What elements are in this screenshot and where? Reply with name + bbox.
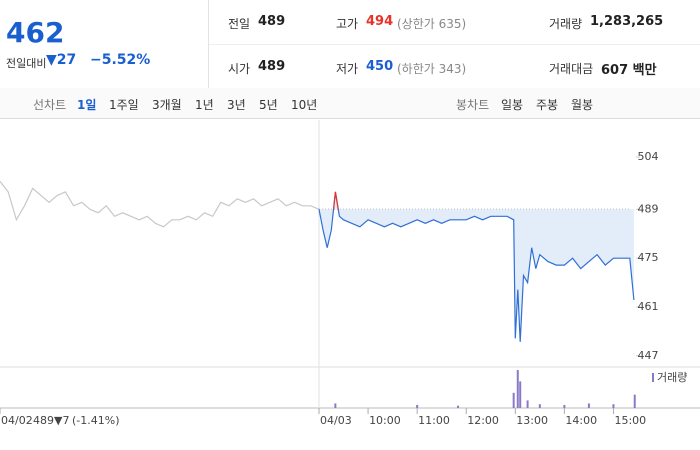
candle-tab[interactable]: 주봉 <box>536 98 559 112</box>
period-tab[interactable]: 5년 <box>259 98 278 112</box>
volume-bar <box>587 403 590 408</box>
stat-label: 전일 <box>228 17 251 31</box>
volume-bar <box>416 404 419 408</box>
stat-label: 저가 <box>336 62 359 76</box>
volume-bar <box>334 403 337 408</box>
legend-label: 거래량 <box>657 371 687 384</box>
y-tick-label: 475 <box>638 251 659 264</box>
volume-bar <box>526 400 529 408</box>
stat-value: 489 <box>258 14 286 29</box>
divider <box>208 0 209 88</box>
change-rate: −5.52% <box>90 52 151 68</box>
stat-value: 607 백만 <box>601 63 657 78</box>
volume-bar <box>538 404 541 408</box>
stat-label: 거래대금 <box>549 62 594 76</box>
x-tick-label: 12:00 <box>467 414 499 427</box>
change-label: 전일대비 <box>6 57 47 70</box>
x-tick-label: 04/03 <box>320 414 352 427</box>
volume-bar <box>563 404 566 408</box>
area-fill <box>319 191 634 342</box>
price-line <box>0 181 320 228</box>
stat-label: 시가 <box>228 62 251 76</box>
stat-note: (상한가 635) <box>397 17 467 31</box>
x-tick-label: 11:00 <box>418 414 450 427</box>
period-tab[interactable]: 3개월 <box>152 98 182 112</box>
stat-value: 1,283,265 <box>590 14 664 29</box>
volume-bar <box>457 405 460 408</box>
price: 462 <box>6 16 65 49</box>
y-tick-label: 504 <box>638 150 659 163</box>
volume-bar <box>633 394 636 408</box>
stat-label: 고가 <box>336 17 359 31</box>
stat-value: 494 <box>366 14 394 29</box>
divider <box>209 44 700 45</box>
volume-bar <box>612 404 615 408</box>
footer-rate: (-1.41%) <box>72 414 120 427</box>
volume-bar <box>519 381 522 408</box>
change: ▼27 <box>46 52 77 68</box>
period-tab[interactable]: 1일 <box>77 98 97 112</box>
x-tick-label: 04/02 <box>1 414 33 427</box>
candle-tab[interactable]: 일봉 <box>501 98 524 112</box>
x-tick-label: 14:00 <box>565 414 597 427</box>
stat-note: (하한가 343) <box>397 62 467 76</box>
x-tick-label: 15:00 <box>614 414 646 427</box>
legend-swatch <box>652 373 654 382</box>
candle-tab[interactable]: 월봉 <box>571 98 594 112</box>
tab-label: 봉차트 <box>456 98 490 112</box>
x-tick-label: 13:00 <box>516 414 548 427</box>
y-tick-label: 461 <box>638 300 659 313</box>
y-tick-label: 489 <box>638 202 659 215</box>
stat-value: 450 <box>366 59 394 74</box>
volume-bar <box>516 370 519 408</box>
period-tab[interactable]: 3년 <box>227 98 246 112</box>
y-tick-label: 447 <box>638 349 659 362</box>
period-tab[interactable]: 1년 <box>195 98 214 112</box>
volume-bar <box>512 392 515 408</box>
period-tab[interactable]: 1주일 <box>109 98 139 112</box>
tab-bar <box>0 88 700 119</box>
x-tick-label: 10:00 <box>369 414 401 427</box>
tab-label: 선차트 <box>33 98 67 112</box>
footer-close: 489 <box>33 414 54 427</box>
price-line <box>318 191 635 342</box>
stat-value: 489 <box>258 59 286 74</box>
period-tab[interactable]: 10년 <box>291 98 318 112</box>
footer-change: ▼7 <box>54 414 69 427</box>
stat-label: 거래량 <box>549 17 583 31</box>
